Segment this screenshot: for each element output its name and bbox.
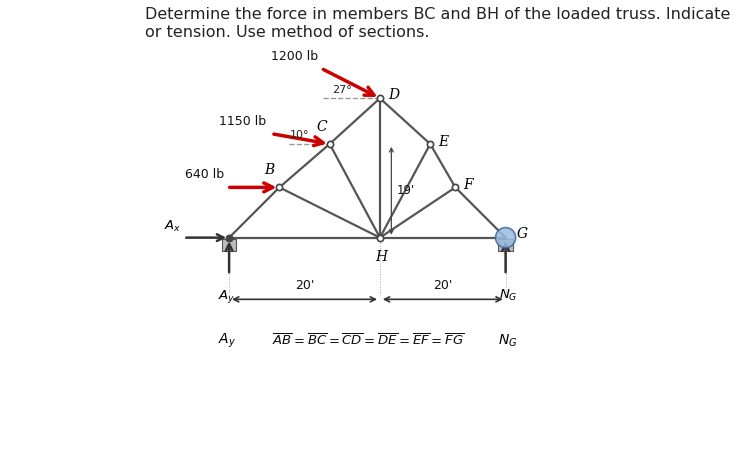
Text: 1150 lb: 1150 lb [220, 115, 267, 128]
Text: $N_G$: $N_G$ [498, 288, 517, 303]
Text: 20': 20' [433, 279, 453, 292]
Text: F: F [464, 178, 473, 192]
Text: G: G [517, 227, 528, 241]
Text: E: E [439, 135, 449, 149]
Text: B: B [265, 163, 275, 177]
Text: 19': 19' [397, 184, 415, 197]
Text: D: D [388, 88, 399, 101]
Text: $A_x$: $A_x$ [164, 219, 181, 234]
Text: 640 lb: 640 lb [186, 168, 225, 181]
Bar [498, 239, 513, 251]
Text: 20': 20' [295, 279, 314, 292]
Text: or tension. Use method of sections.: or tension. Use method of sections. [144, 25, 429, 40]
Text: C: C [317, 120, 327, 134]
Circle shape [495, 228, 516, 248]
Text: $A_y$: $A_y$ [217, 331, 236, 350]
Text: 1200 lb: 1200 lb [271, 50, 318, 63]
Text: $A_y$: $A_y$ [218, 288, 236, 305]
Text: $\overline{AB} = \overline{BC} = \overline{CD} = \overline{DE} = \overline{EF} =: $\overline{AB} = \overline{BC} = \overli… [272, 333, 465, 348]
Text: $N_G$: $N_G$ [498, 332, 517, 349]
Text: 27°: 27° [332, 85, 352, 95]
Bar [222, 239, 237, 251]
Text: H: H [375, 250, 388, 265]
Text: Determine the force in members BC and BH of the loaded truss. Indicate if compre: Determine the force in members BC and BH… [144, 7, 737, 22]
Text: 10°: 10° [290, 130, 310, 140]
